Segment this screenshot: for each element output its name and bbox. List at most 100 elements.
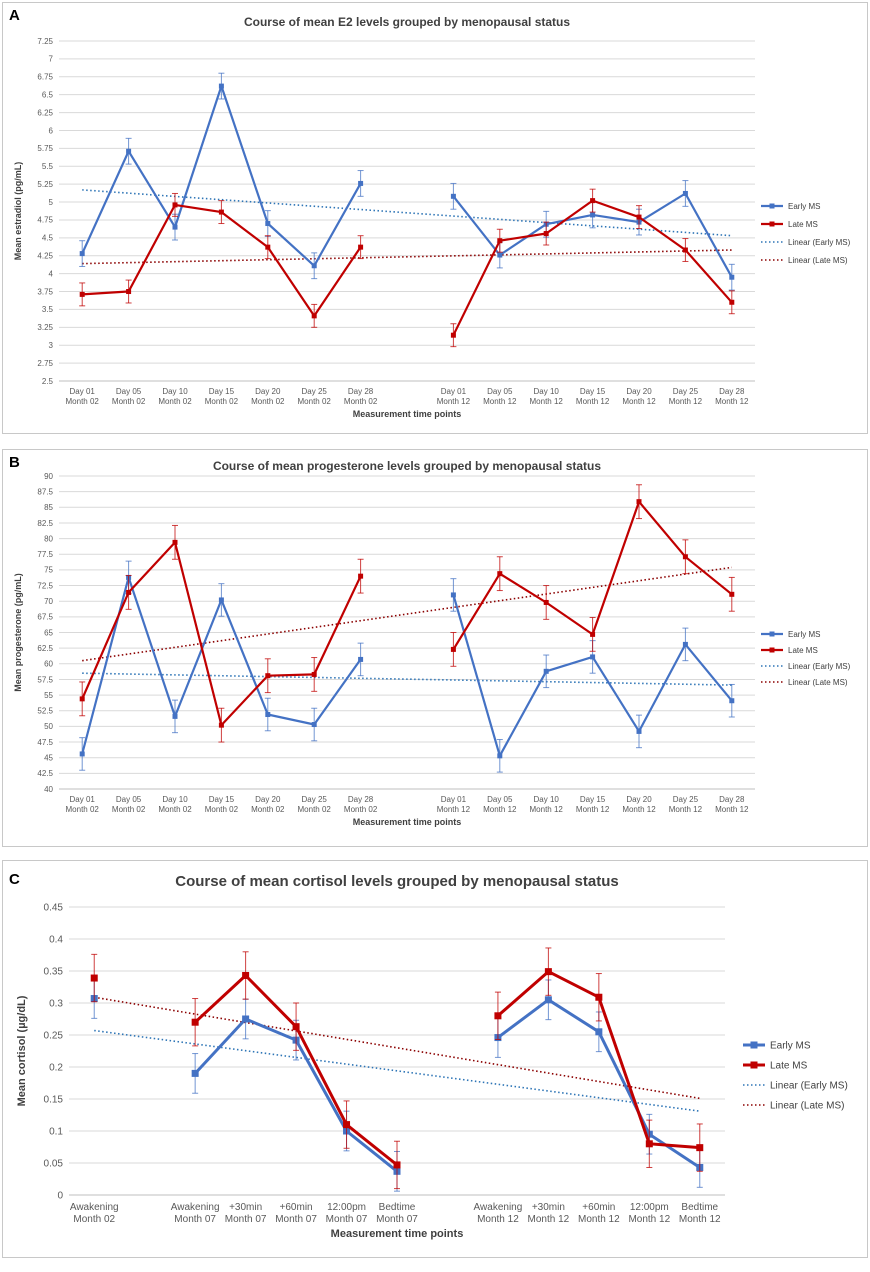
y-tick-label: 0.45 [44,903,64,914]
data-point [544,968,552,976]
trendline [82,189,732,237]
x-tick-label: Day 05 [116,795,142,804]
data-point [79,751,85,757]
y-tick-label: 50 [44,722,53,731]
x-tick-label: Month 07 [326,1214,368,1225]
x-tick-label: Day 10 [162,387,188,396]
data-point [682,190,688,196]
x-tick-label: Day 01 [70,795,96,804]
x-tick-label: +60min [582,1202,615,1213]
data-point [450,332,456,338]
y-tick-label: 0.4 [49,935,63,946]
y-tick-label: 62.5 [37,644,53,653]
y-tick-label: 72.5 [37,581,53,590]
y-tick-label: 0.05 [44,1159,64,1170]
x-tick-label: Day 25 [673,795,699,804]
x-tick-label: Month 02 [344,805,378,814]
series-late-ms [79,484,735,743]
chart-a: Course of mean E2 levels grouped by meno… [13,15,851,419]
data-point [265,221,271,227]
data-point [79,696,85,702]
legend-marker [750,1061,758,1069]
x-tick-label: Day 10 [534,795,560,804]
x-tick-label: Month 12 [669,805,703,814]
x-tick-label: Day 10 [162,795,188,804]
y-tick-label: 5.25 [37,180,53,189]
x-tick-label: Month 12 [437,805,471,814]
series-late-ms [79,188,735,348]
x-tick-label: 12:00pm [630,1202,669,1213]
y-tick-label: 3.75 [37,287,53,296]
data-point [79,291,85,297]
data-point [543,599,549,605]
data-point [393,1161,401,1169]
data-point [358,573,364,579]
x-tick-label: Month 02 [158,805,192,814]
y-tick-label: 0.15 [44,1095,64,1106]
data-point [636,214,642,220]
y-tick-label: 45 [44,754,53,763]
x-tick-label: Month 02 [298,397,332,406]
x-tick-label: Day 20 [255,795,281,804]
data-point [729,274,735,280]
data-point [636,499,642,505]
x-tick-label: Month 02 [66,805,100,814]
panel-label: B [9,454,20,471]
data-point [218,722,224,728]
legend-label: Early MS [788,630,820,639]
data-point [311,671,317,677]
legend-marker [750,1041,758,1049]
data-point [358,656,364,662]
x-tick-label: Month 12 [715,805,749,814]
data-point [311,313,317,319]
x-tick-label: Month 02 [66,397,100,406]
data-point [450,592,456,598]
x-tick-label: Day 01 [441,795,467,804]
x-tick-label: Day 28 [348,795,374,804]
x-axis-label: Measurement time points [353,409,462,419]
x-tick-label: Month 02 [298,805,332,814]
x-tick-label: Day 28 [719,387,745,396]
data-point [311,722,317,728]
y-tick-label: 6.25 [37,108,53,117]
trendline [82,566,732,662]
x-tick-label: Day 01 [441,387,467,396]
x-tick-label: Month 02 [73,1214,115,1225]
data-point [450,193,456,199]
legend-label: Linear (Late MS) [788,678,848,687]
x-tick-label: Month 12 [530,397,564,406]
y-tick-label: 2.75 [37,359,53,368]
y-tick-label: 0.1 [49,1127,63,1138]
y-tick-label: 55 [44,691,53,700]
y-tick-label: 7 [49,55,54,64]
x-tick-label: Day 28 [348,387,374,396]
data-point [242,971,250,979]
data-point [682,247,688,253]
legend-label: Linear (Early MS) [788,662,851,671]
x-tick-label: Month 12 [628,1214,670,1225]
y-tick-label: 5 [49,198,54,207]
y-tick-label: 57.5 [37,675,53,684]
y-tick-label: 75 [44,566,53,575]
data-point [494,1012,502,1020]
x-tick-label: Bedtime [681,1202,718,1213]
data-point [729,698,735,704]
data-point [497,571,503,577]
series-early-ms [79,72,735,291]
legend-label: Late MS [788,646,818,655]
x-tick-label: Awakening [171,1202,220,1213]
y-axis-label: Mean estradiol (pg/mL) [13,162,23,261]
chart-c: Course of mean cortisol levels grouped b… [16,873,848,1240]
y-axis-label: Mean progesterone (pg/mL) [13,573,23,692]
data-point [497,238,503,244]
data-point [358,180,364,186]
x-tick-label: Month 12 [576,397,610,406]
x-tick-label: Month 12 [437,397,471,406]
data-point [595,1028,603,1036]
x-tick-label: Bedtime [379,1202,416,1213]
y-tick-label: 5.5 [42,162,54,171]
data-point [172,224,178,230]
series-late-ms [90,947,704,1190]
x-tick-label: Month 12 [477,1214,519,1225]
y-axis-label: Mean cortisol (µg/dL) [16,995,28,1106]
